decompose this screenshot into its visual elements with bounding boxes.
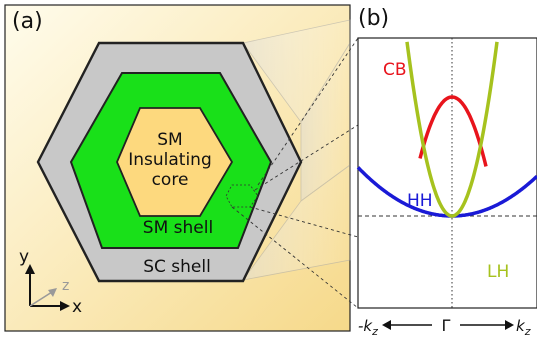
panel-b-label: (b) xyxy=(358,6,389,31)
lh-band-curve xyxy=(405,41,499,218)
coordinate-axes: y z x xyxy=(19,247,82,317)
z-arrow-head xyxy=(48,288,57,297)
z-axis-label: z xyxy=(62,278,69,294)
k-axis-left-arrow xyxy=(382,320,391,330)
x-arrow-head xyxy=(60,301,70,311)
hh-label: HH xyxy=(407,191,433,211)
cb-band-curve xyxy=(418,95,488,167)
panel-a-label: (a) xyxy=(12,9,43,34)
k-axis: -kz Γ kz xyxy=(358,316,531,338)
panel-b-frame xyxy=(357,37,537,309)
core-label-line3: core xyxy=(152,170,189,190)
y-arrow-head xyxy=(25,264,35,274)
zoom-lines xyxy=(231,37,359,309)
lh-label: LH xyxy=(487,262,509,282)
panel-b: (b) CB HH LH -kz Γ kz xyxy=(356,6,537,338)
y-axis-label: y xyxy=(19,247,29,267)
sm-shell-label: SM shell xyxy=(143,218,213,238)
wire-extrusion xyxy=(242,19,351,281)
k-axis-right-label: kz xyxy=(516,317,531,338)
core-label-line1: SM xyxy=(157,130,182,150)
k-axis-right-arrow xyxy=(505,320,514,330)
gamma-label: Γ xyxy=(442,316,451,335)
panel-a: (a) SM Insulating core SM shell SC shell… xyxy=(4,4,351,332)
cb-label: CB xyxy=(383,60,407,80)
insulating-core xyxy=(116,107,234,217)
core-label-line2: Insulating xyxy=(128,150,212,170)
sc-shell-label: SC shell xyxy=(143,257,211,277)
k-axis-left-label: -kz xyxy=(358,317,378,338)
x-axis-label: x xyxy=(72,297,82,317)
